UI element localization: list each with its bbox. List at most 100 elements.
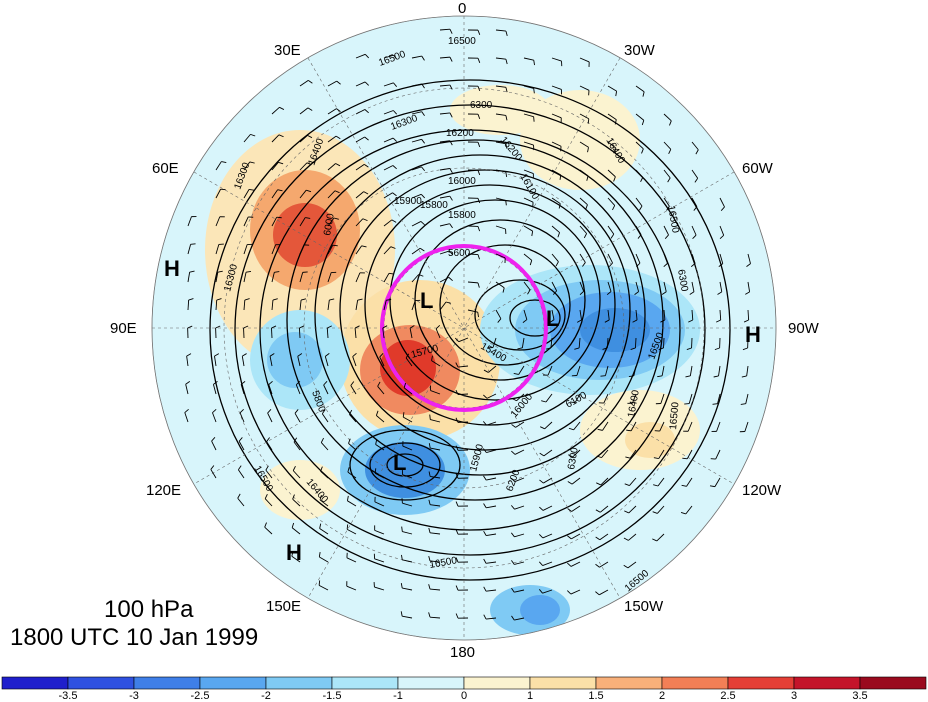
wind-barb <box>243 299 246 311</box>
wind-barb-flag <box>533 60 535 66</box>
wind-barb-flag <box>428 471 431 477</box>
wind-barb <box>374 501 385 507</box>
wind-barb <box>663 169 671 179</box>
wind-barb-flag <box>567 508 572 512</box>
wind-barb-flag <box>669 120 672 126</box>
wind-barb-flag <box>505 171 508 177</box>
wind-barb <box>627 561 637 569</box>
wind-barb <box>403 387 413 395</box>
wind-barb-flag <box>421 139 425 144</box>
wind-barb-flag <box>349 409 353 415</box>
wind-barb <box>523 309 528 320</box>
wind-barb-flag <box>184 408 189 413</box>
wind-barb-flag <box>538 561 543 566</box>
wind-barb-flag <box>596 455 602 459</box>
wind-barb <box>635 85 645 93</box>
contour-label: 5600 <box>448 248 471 259</box>
wind-barb-flag <box>567 481 573 485</box>
wind-barb <box>579 309 582 320</box>
wind-barb-flag <box>428 556 431 562</box>
wind-barb <box>243 244 248 255</box>
wind-barb <box>488 365 497 373</box>
wind-barb <box>495 225 506 230</box>
wind-barb-flag <box>190 243 196 245</box>
wind-barb <box>435 328 441 339</box>
colorbar-bin <box>661 676 729 690</box>
wind-barb-flag <box>386 299 392 301</box>
colorbar-tick-label: 3 <box>790 690 798 702</box>
wind-barb <box>323 384 329 395</box>
wind-barb <box>374 586 385 591</box>
wind-barb <box>492 337 497 348</box>
wind-barb-flag <box>628 375 634 377</box>
wind-barb <box>685 505 693 515</box>
wind-barb <box>383 246 392 255</box>
wind-barb-flag <box>336 80 341 85</box>
wind-barb <box>686 449 693 460</box>
wind-barb-flag <box>559 174 562 180</box>
wind-barb-flag <box>483 614 487 620</box>
wind-barb-flag <box>374 468 377 474</box>
wind-barb <box>212 412 217 423</box>
wind-barb <box>184 412 189 423</box>
wind-barb <box>352 356 357 367</box>
wind-barb-flag <box>477 226 481 232</box>
wind-barb-flag <box>242 353 247 357</box>
wind-barb-flag <box>483 530 487 536</box>
wind-barb <box>411 274 419 283</box>
wind-barb-flag <box>668 149 672 155</box>
wind-barb-flag <box>264 493 268 499</box>
wind-barb <box>635 281 640 292</box>
wind-barb-flag <box>660 319 666 323</box>
wind-barb-flag <box>428 612 431 618</box>
wind-barb-flag <box>388 272 394 275</box>
wind-barb-flag <box>249 161 255 164</box>
wind-barb <box>348 443 357 451</box>
wind-barb-flag <box>319 523 322 529</box>
wind-barb <box>239 412 245 423</box>
wind-barb-flag <box>238 437 243 442</box>
wind-barb-flag <box>392 192 397 197</box>
wind-barb <box>628 505 637 514</box>
wind-barb <box>635 169 644 178</box>
wind-barb-flag <box>681 484 687 487</box>
wind-barb-flag <box>613 176 616 182</box>
wind-barb <box>486 393 497 399</box>
wind-barb-flag <box>428 584 431 590</box>
wind-barb-flag <box>624 510 629 514</box>
wind-barb-flag <box>245 270 252 273</box>
wind-barb <box>486 421 497 426</box>
wind-barb <box>318 584 329 591</box>
wind-barb <box>718 365 721 376</box>
wind-barb-flag <box>449 168 453 174</box>
wind-barb <box>383 165 394 171</box>
lon-label-90e: 90E <box>110 320 137 337</box>
lon-label-60e: 60E <box>152 160 179 177</box>
wind-barb <box>439 250 450 255</box>
wind-barb-flag <box>274 271 280 273</box>
wind-barb <box>264 526 273 535</box>
wind-barb <box>346 585 357 591</box>
wind-barb-flag <box>566 590 572 595</box>
wind-barb-flag <box>393 54 398 60</box>
wind-barb <box>571 505 581 512</box>
wind-barb <box>347 500 357 507</box>
wind-barb <box>292 498 301 507</box>
wind-barb <box>291 527 301 535</box>
wind-barb <box>523 85 534 89</box>
colorbar-bin <box>397 676 465 690</box>
wind-barb-flag <box>483 475 487 481</box>
wind-barb-flag <box>558 203 561 209</box>
wind-barb-flag <box>300 298 307 301</box>
wind-barb <box>495 197 506 201</box>
wind-barb-flag <box>291 522 295 528</box>
wind-barb-flag <box>421 55 425 61</box>
wind-barb <box>544 421 553 430</box>
wind-barb <box>659 421 665 432</box>
colorbar-bin <box>529 676 597 690</box>
wind-barb-flag <box>510 477 516 483</box>
wind-barb-flag <box>449 84 453 90</box>
wind-barb <box>439 112 450 115</box>
wind-barb <box>551 57 562 62</box>
wind-barb-flag <box>510 532 515 538</box>
